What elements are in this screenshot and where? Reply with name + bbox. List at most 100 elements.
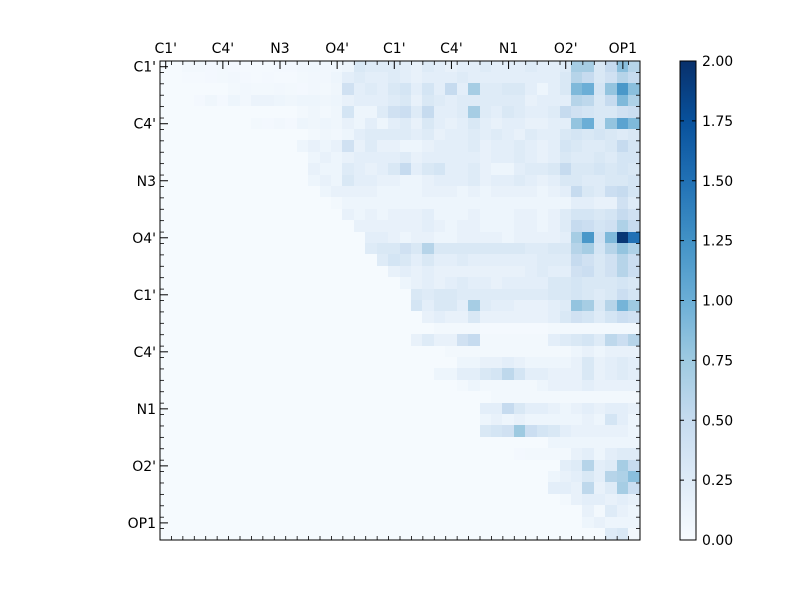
- heatmap-cell: [617, 266, 629, 278]
- heatmap-cell: [205, 357, 218, 369]
- heatmap-cell: [194, 482, 206, 495]
- heatmap-cell: [342, 61, 355, 73]
- heatmap-cell: [182, 482, 195, 495]
- heatmap-cell: [400, 277, 412, 290]
- heatmap-cell: [331, 482, 343, 495]
- heatmap-cell: [525, 437, 538, 449]
- heatmap-cell: [480, 72, 492, 84]
- heatmap-cell: [228, 175, 241, 187]
- heatmap-cell: [342, 334, 355, 347]
- heatmap-cell: [571, 334, 583, 347]
- heatmap-cell: [217, 83, 229, 96]
- heatmap-cell: [342, 437, 355, 449]
- heatmap-cell: [388, 528, 401, 541]
- heatmap-cell: [228, 403, 241, 415]
- heatmap-cell: [388, 140, 401, 153]
- colorbar-tick-label: 1.00: [702, 294, 733, 310]
- heatmap-cell: [217, 209, 229, 221]
- heatmap-cell: [160, 414, 172, 426]
- heatmap-cell: [514, 505, 526, 518]
- heatmap-cell: [514, 380, 526, 392]
- heatmap-cell: [297, 61, 309, 73]
- heatmap-cell: [514, 482, 526, 495]
- heatmap-cell: [274, 414, 286, 426]
- heatmap-cell: [251, 425, 263, 438]
- heatmap-cell: [560, 220, 572, 233]
- heatmap-cell: [240, 152, 252, 164]
- heatmap-cell: [422, 266, 435, 278]
- heatmap-cell: [205, 152, 218, 164]
- heatmap-cell: [480, 152, 492, 164]
- heatmap-cell: [377, 95, 389, 107]
- heatmap-cell: [434, 300, 446, 312]
- heatmap-cell: [525, 460, 538, 472]
- heatmap-cell: [480, 220, 492, 233]
- heatmap-cell: [342, 243, 355, 255]
- heatmap-cell: [388, 175, 401, 187]
- heatmap-cell: [262, 414, 275, 426]
- heatmap-cell: [365, 243, 378, 255]
- heatmap-cell: [457, 391, 469, 404]
- heatmap-cell: [217, 505, 229, 518]
- heatmap-cell: [331, 391, 343, 404]
- heatmap-cell: [274, 323, 286, 335]
- heatmap-cell: [422, 140, 435, 153]
- heatmap-cell: [354, 254, 366, 267]
- heatmap-cell: [502, 391, 515, 404]
- heatmap-cell: [171, 300, 183, 312]
- heatmap-cell: [331, 311, 343, 324]
- heatmap-cell: [342, 118, 355, 130]
- heatmap-cell: [274, 175, 286, 187]
- heatmap-cell: [342, 95, 355, 107]
- heatmap-cell: [594, 505, 606, 518]
- heatmap-cell: [320, 471, 332, 483]
- heatmap-cell: [160, 494, 172, 506]
- heatmap-cell: [571, 437, 583, 449]
- heatmap-cell: [182, 528, 195, 541]
- heatmap-cell: [331, 368, 343, 381]
- heatmap-cell: [548, 505, 561, 518]
- heatmap-cell: [502, 311, 515, 324]
- heatmap-cell: [525, 357, 538, 369]
- heatmap-cell: [400, 197, 412, 210]
- heatmap-cell: [285, 357, 298, 369]
- heatmap-cell: [525, 482, 538, 495]
- heatmap-cell: [560, 494, 572, 506]
- heatmap-cell: [182, 289, 195, 301]
- heatmap-cell: [548, 425, 561, 438]
- heatmap-cell: [331, 448, 343, 461]
- heatmap-cell: [240, 95, 252, 107]
- heatmap-cell: [194, 403, 206, 415]
- y-tick-label: N1: [137, 402, 156, 418]
- heatmap-cell: [411, 243, 423, 255]
- heatmap-cell: [502, 140, 515, 153]
- heatmap-cell: [342, 323, 355, 335]
- heatmap-cell: [308, 140, 321, 153]
- heatmap-cell: [388, 209, 401, 221]
- heatmap-cell: [205, 494, 218, 506]
- heatmap-cell: [560, 346, 572, 358]
- heatmap-cell: [285, 220, 298, 233]
- heatmap-cell: [331, 334, 343, 347]
- heatmap-cell: [262, 209, 275, 221]
- heatmap-cell: [388, 243, 401, 255]
- heatmap-cell: [285, 95, 298, 107]
- heatmap-cell: [217, 494, 229, 506]
- heatmap-cell: [217, 368, 229, 381]
- heatmap-cell: [537, 448, 549, 461]
- heatmap-cell: [308, 220, 321, 233]
- heatmap-cell: [480, 368, 492, 381]
- heatmap-cell: [422, 380, 435, 392]
- heatmap-cell: [320, 163, 332, 176]
- heatmap-cell: [525, 266, 538, 278]
- heatmap-cell: [491, 414, 503, 426]
- heatmap-cell: [354, 106, 366, 119]
- heatmap-cell: [320, 460, 332, 472]
- heatmap-cell: [560, 243, 572, 255]
- heatmap-cell: [171, 334, 183, 347]
- heatmap-cell: [502, 437, 515, 449]
- heatmap-cell: [331, 357, 343, 369]
- heatmap-cell: [548, 163, 561, 176]
- heatmap-cell: [571, 482, 583, 495]
- heatmap-cell: [262, 448, 275, 461]
